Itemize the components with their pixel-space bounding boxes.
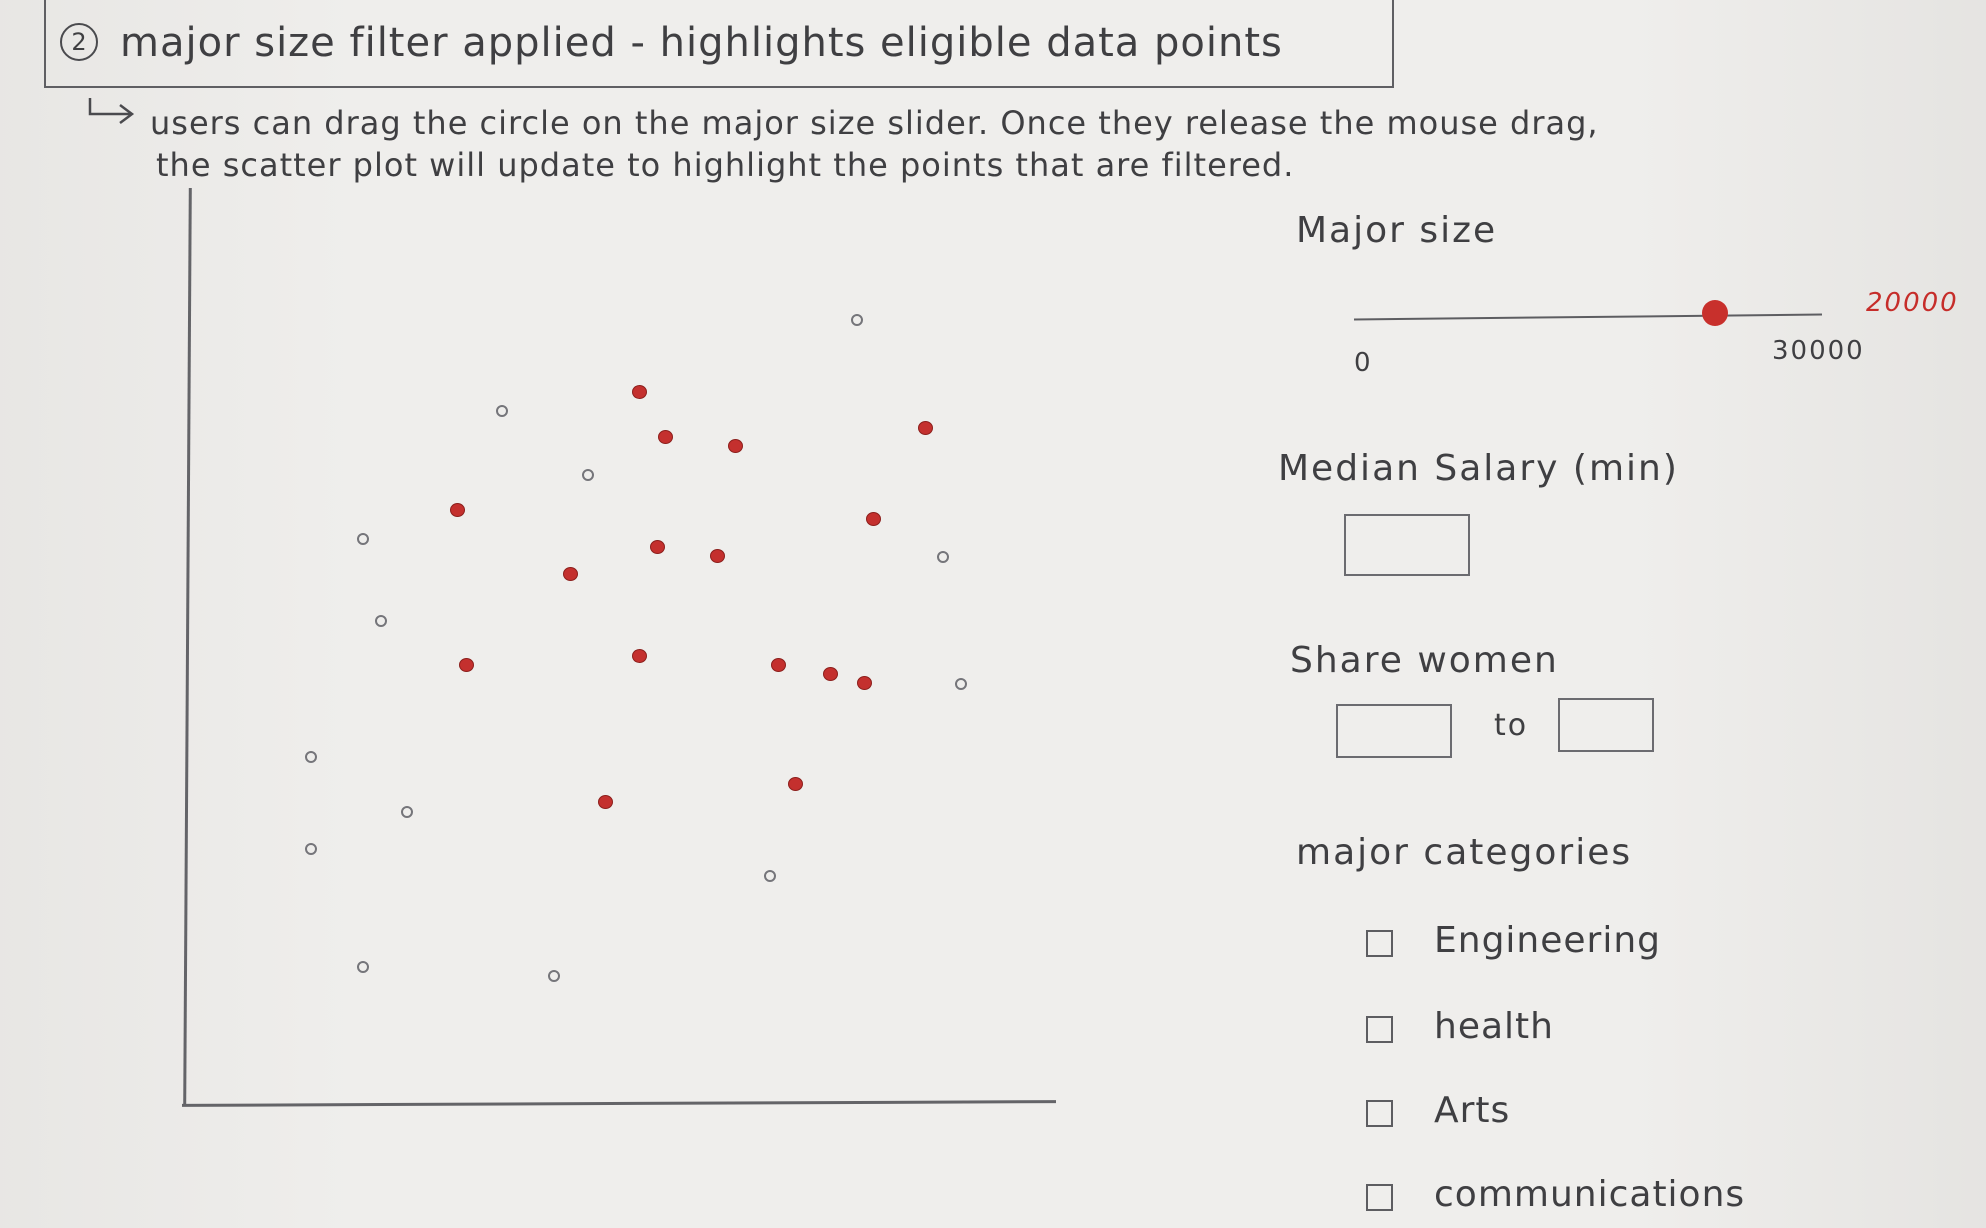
- title-box: [44, 0, 1394, 88]
- highlighted-data-point[interactable]: [710, 548, 726, 563]
- major-size-slider-track[interactable]: [1354, 313, 1822, 321]
- dimmed-data-point[interactable]: [357, 532, 370, 545]
- slider-min-label: 0: [1354, 348, 1373, 378]
- highlighted-data-point[interactable]: [822, 667, 838, 682]
- highlighted-data-point[interactable]: [597, 795, 613, 810]
- dimmed-data-point[interactable]: [764, 870, 777, 882]
- highlighted-data-point[interactable]: [563, 567, 579, 582]
- highlighted-data-point[interactable]: [918, 421, 934, 436]
- share-women-to-input[interactable]: [1558, 698, 1654, 752]
- dimmed-data-point[interactable]: [954, 678, 967, 691]
- dimmed-data-point[interactable]: [305, 842, 318, 855]
- dimmed-data-point[interactable]: [937, 550, 950, 563]
- share-women-to-label: to: [1494, 708, 1529, 743]
- dimmed-data-point[interactable]: [400, 806, 413, 819]
- health-checkbox[interactable]: [1366, 1016, 1393, 1043]
- category-label: communications: [1434, 1174, 1746, 1215]
- category-label: health: [1434, 1006, 1554, 1047]
- arrow-icon: [88, 98, 135, 124]
- dimmed-data-point[interactable]: [850, 313, 863, 326]
- engineering-checkbox[interactable]: [1366, 930, 1393, 957]
- highlighted-data-point[interactable]: [450, 503, 466, 518]
- highlighted-data-point[interactable]: [857, 676, 873, 691]
- dimmed-data-point[interactable]: [374, 614, 387, 627]
- dimmed-data-point[interactable]: [547, 970, 560, 983]
- page-title: major size filter applied - highlights e…: [120, 20, 1283, 66]
- scatter-plot: [178, 184, 1064, 1114]
- major-categories-label: major categories: [1296, 832, 1633, 873]
- dimmed-data-point[interactable]: [495, 404, 508, 417]
- major-size-label: Major size: [1296, 210, 1498, 251]
- annotation-line-1: users can drag the circle on the major s…: [150, 104, 1599, 142]
- step-number: 2: [60, 23, 98, 61]
- highlighted-data-point[interactable]: [770, 658, 786, 673]
- median-salary-input[interactable]: [1344, 514, 1470, 576]
- dimmed-data-point[interactable]: [305, 751, 318, 764]
- highlighted-data-point[interactable]: [866, 512, 882, 527]
- major-size-slider-thumb[interactable]: [1702, 300, 1729, 326]
- share-women-from-input[interactable]: [1336, 704, 1452, 758]
- slider-max-label: 30000: [1772, 336, 1865, 366]
- dimmed-data-point[interactable]: [357, 961, 370, 974]
- arts-checkbox[interactable]: [1366, 1100, 1393, 1127]
- highlighted-data-point[interactable]: [632, 384, 648, 399]
- slider-current-value: 20000: [1866, 288, 1959, 318]
- category-label: Engineering: [1434, 920, 1661, 961]
- highlighted-data-point[interactable]: [658, 430, 674, 445]
- share-women-label: Share women: [1290, 640, 1559, 681]
- highlighted-data-point[interactable]: [788, 776, 804, 791]
- dimmed-data-point[interactable]: [582, 468, 595, 481]
- x-axis: [181, 1100, 1057, 1107]
- highlighted-data-point[interactable]: [632, 649, 648, 664]
- highlighted-data-point[interactable]: [727, 439, 743, 454]
- category-label: Arts: [1434, 1090, 1511, 1131]
- median-salary-label: Median Salary (min): [1278, 448, 1679, 489]
- highlighted-data-point[interactable]: [459, 658, 475, 673]
- annotation-line-2: the scatter plot will update to highligh…: [156, 146, 1295, 184]
- highlighted-data-point[interactable]: [649, 539, 665, 554]
- y-axis: [183, 187, 192, 1107]
- communications-checkbox[interactable]: [1366, 1184, 1393, 1211]
